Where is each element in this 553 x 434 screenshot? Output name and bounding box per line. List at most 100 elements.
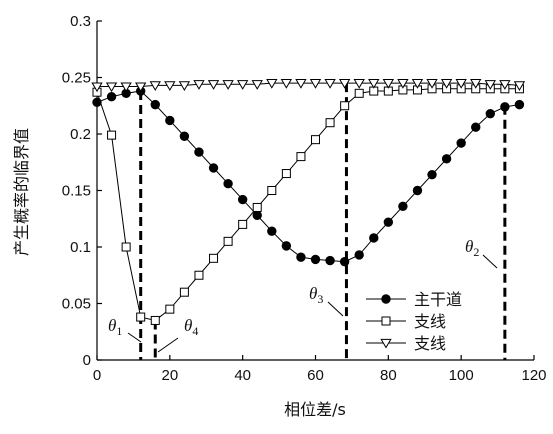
data-point — [92, 97, 102, 108]
data-point — [136, 312, 146, 322]
theta-subscript: 4 — [192, 324, 198, 338]
data-point — [381, 294, 391, 304]
x-axis-title: 相位差/s — [284, 400, 346, 419]
data-point — [382, 79, 395, 89]
data-point — [324, 79, 336, 89]
data-point — [426, 79, 438, 89]
data-point — [440, 79, 453, 89]
data-point — [165, 115, 175, 126]
data-point — [91, 82, 103, 93]
data-point — [340, 101, 350, 111]
data-point — [222, 80, 234, 90]
data-point — [105, 82, 118, 93]
data-point — [397, 79, 409, 89]
data-point — [193, 80, 205, 90]
data-point — [178, 81, 191, 91]
data-point — [207, 80, 220, 90]
y-tick-label: 0.3 — [70, 13, 91, 30]
y-tick-label: 0.1 — [70, 239, 91, 256]
data-point — [238, 219, 248, 229]
data-point — [369, 233, 379, 243]
series-layer — [91, 79, 526, 325]
theta-leader-line — [327, 301, 344, 317]
data-point — [120, 82, 132, 93]
data-point — [411, 79, 424, 89]
data-point — [513, 81, 526, 91]
data-point — [368, 79, 380, 89]
y-tick-label: 0.25 — [62, 70, 91, 87]
data-point — [150, 99, 160, 110]
legend-item: 支线 — [366, 312, 446, 331]
series-line — [96, 90, 520, 263]
x-tick-label: 120 — [521, 367, 546, 384]
data-point — [252, 202, 262, 212]
data-point — [267, 226, 277, 236]
data-point — [310, 254, 321, 265]
data-point — [267, 186, 277, 195]
data-point — [106, 92, 117, 102]
data-point — [296, 252, 306, 262]
data-point — [149, 81, 161, 91]
data-point — [339, 256, 350, 267]
data-point — [295, 79, 307, 89]
data-point — [208, 163, 219, 173]
data-point — [281, 241, 292, 251]
legend-label: 支线 — [414, 312, 446, 331]
data-point — [223, 236, 233, 246]
x-tick-label: 40 — [234, 367, 251, 384]
x-tick-label: 80 — [380, 367, 397, 384]
data-point — [338, 79, 351, 89]
data-point — [354, 250, 364, 260]
data-point — [237, 194, 248, 205]
data-point — [281, 169, 291, 179]
legend-label: 支线 — [414, 334, 446, 353]
theta-label: θ1 — [108, 316, 122, 338]
theta-label: θ4 — [184, 316, 198, 338]
data-point — [325, 255, 335, 266]
data-point — [380, 338, 392, 349]
data-point — [471, 122, 481, 132]
theta-label: θ3 — [309, 284, 323, 306]
theta-leader-line — [482, 254, 498, 269]
data-point — [383, 217, 394, 227]
data-point — [179, 287, 189, 297]
x-tick-label: 100 — [449, 367, 474, 384]
data-point — [325, 118, 335, 128]
data-point — [165, 304, 175, 314]
data-point — [266, 79, 278, 89]
data-point — [209, 253, 219, 263]
data-point — [455, 79, 467, 89]
data-point — [398, 201, 408, 212]
x-tick-label: 0 — [93, 367, 101, 384]
data-point — [311, 135, 320, 145]
data-point — [354, 88, 364, 98]
data-point — [296, 152, 306, 162]
series-line — [97, 82, 520, 88]
data-point — [381, 316, 391, 326]
series-1 — [92, 86, 525, 267]
data-point — [121, 242, 131, 252]
data-point — [280, 79, 293, 89]
theta-leader-line — [127, 332, 142, 343]
reference-lines — [139, 83, 507, 360]
theta-label: θ2 — [465, 237, 479, 259]
x-tick-label: 20 — [161, 367, 178, 384]
data-point — [427, 169, 437, 180]
data-point — [514, 99, 525, 110]
legend-item: 主干道 — [366, 290, 462, 309]
data-point — [470, 79, 482, 89]
x-tick-label: 60 — [307, 367, 324, 384]
data-point — [251, 80, 263, 90]
data-point — [252, 210, 262, 221]
data-point — [150, 315, 160, 325]
data-point — [484, 80, 496, 90]
theta-subscript: 3 — [317, 292, 323, 306]
y-tick-label: 0.2 — [70, 126, 91, 143]
y-tick-label: 0.15 — [62, 183, 91, 200]
data-point — [236, 80, 249, 90]
theta-leader-line — [157, 337, 179, 353]
data-point — [107, 130, 117, 140]
data-point — [485, 108, 495, 119]
